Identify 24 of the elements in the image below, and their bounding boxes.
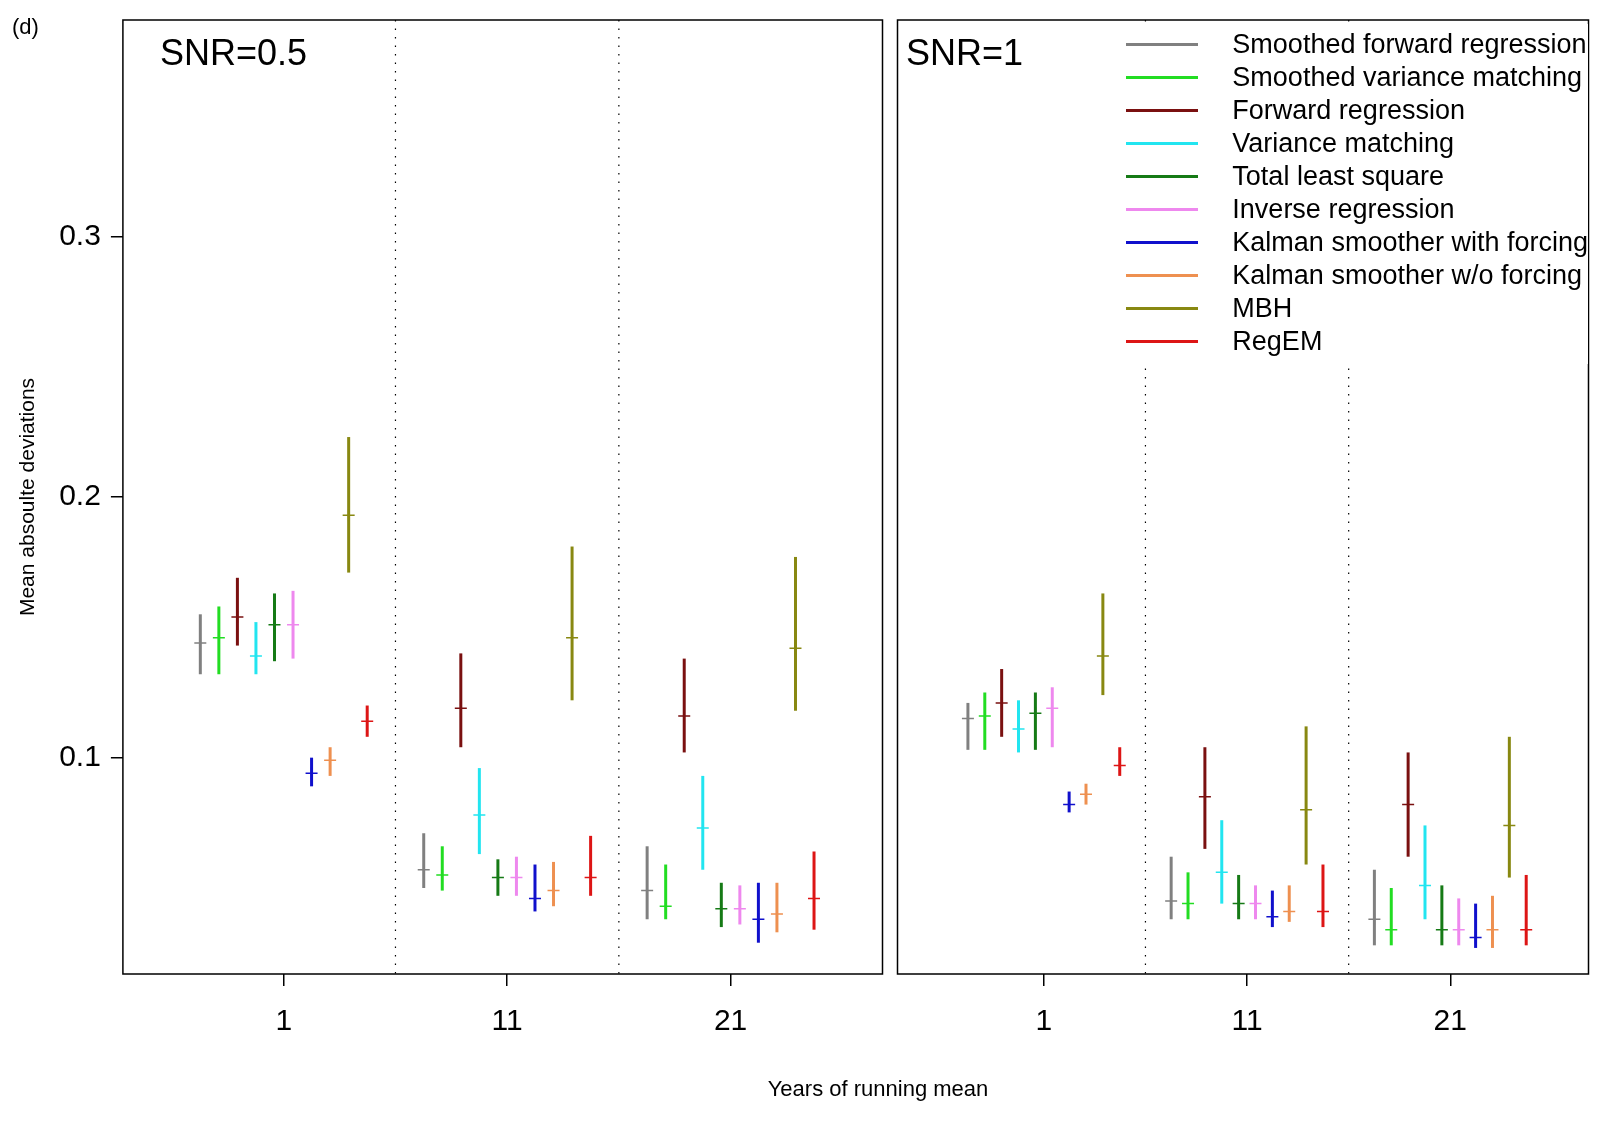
annotation: SNR=0.5 — [160, 32, 308, 74]
x-tick-label: 1 — [1035, 1003, 1053, 1037]
text: (d) — [12, 14, 39, 40]
x-tick-label: 1 — [275, 1003, 293, 1037]
y-tick-label: 0.1 — [59, 738, 101, 772]
y-axis-title: Mean absoulte deviations — [15, 377, 39, 617]
x-tick-label: 21 — [1433, 1003, 1467, 1037]
x-tick-label: 21 — [713, 1003, 748, 1037]
legend-label: Variance matching — [1232, 128, 1454, 159]
x-axis-title: Years of running mean — [766, 1076, 990, 1102]
legend-label: MBH — [1232, 293, 1293, 324]
annotation: SNR=1 — [906, 32, 1024, 74]
x-tick-label: 11 — [1231, 1003, 1263, 1037]
y-tick-label: 0.2 — [59, 478, 101, 512]
y-tick-label: 0.3 — [59, 217, 101, 251]
legend-label: Kalman smoother w/o forcing — [1232, 260, 1582, 291]
legend-label: Smoothed variance matching — [1232, 62, 1583, 93]
legend-label: Total least square — [1232, 161, 1444, 192]
legend-label: RegEM — [1232, 326, 1323, 357]
legend-label: Forward regression — [1232, 95, 1465, 126]
x-tick-label: 11 — [491, 1003, 523, 1037]
legend-label: Kalman smoother with forcing — [1232, 227, 1588, 258]
legend-label: Smoothed forward regression — [1232, 29, 1587, 60]
legend-label: Inverse regression — [1232, 194, 1455, 225]
